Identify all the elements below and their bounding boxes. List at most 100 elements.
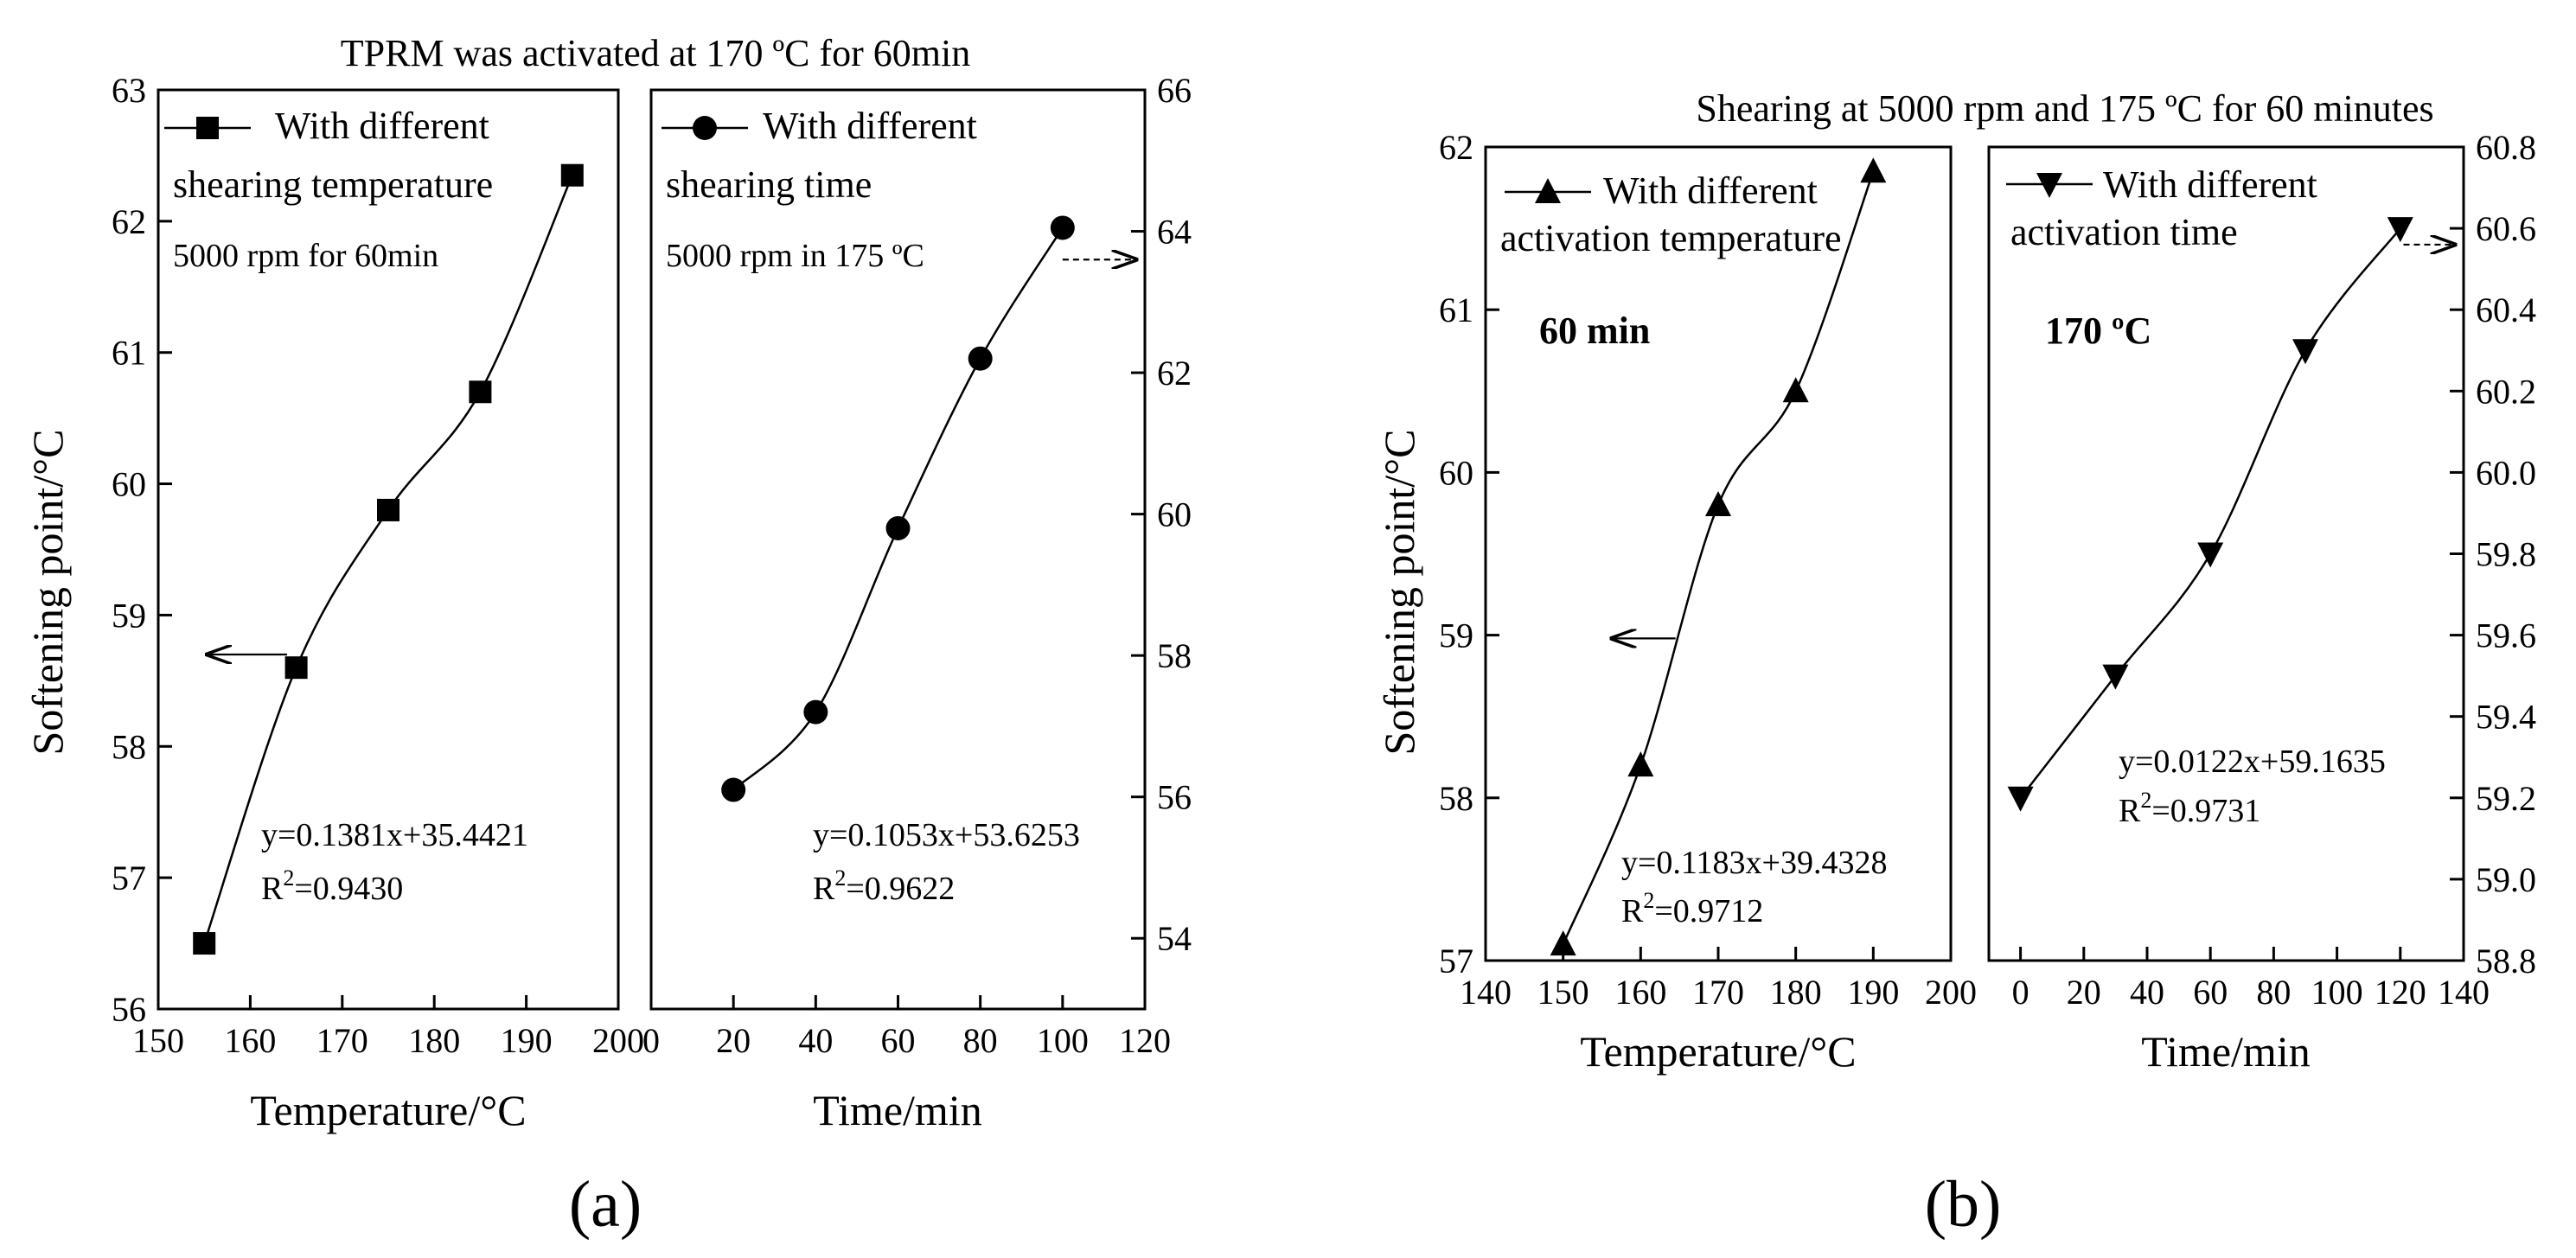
y-tick-label: 60.4 [2476,291,2536,329]
plot-frame [1484,145,1953,962]
r-squared-exponent: 2 [1643,888,1654,913]
y-tick-label: 59.4 [2476,698,2536,737]
data-point [968,346,993,371]
y-tick-label: 60 [1439,453,1473,492]
data-point [1705,491,1731,517]
y-tick-label: 56 [1157,778,1192,817]
data-point [560,163,584,187]
r-squared: R2=0.9712 [1621,888,1763,929]
data-point [2102,664,2129,690]
x-tick-label: 60 [881,1021,916,1060]
legend-line-2: activation time [2010,211,2238,253]
condition-label: 60 min [1539,310,1650,352]
y-tick-label: 58 [1439,779,1473,818]
y-tick-label: 60 [1157,495,1192,534]
y-tick-label: 62 [1157,354,1192,393]
r-squared-symbol: R [261,871,284,907]
data-point [2197,542,2224,568]
data-point [469,380,492,404]
data-point [2007,786,2034,812]
fit-equation: y=0.1183x+39.4328 [1621,845,1887,881]
r-squared-symbol: R [1621,893,1644,929]
y-tick-label: 66 [1157,71,1192,110]
x-tick-label: 180 [408,1021,460,1060]
legend-line-1: With different [763,105,977,147]
y-tick-label: 59 [1439,616,1473,655]
x-tick-label: 120 [1119,1021,1171,1060]
y-tick-label: 62 [112,202,146,241]
r-squared: R2=0.9622 [813,865,955,907]
y-tick-label: 57 [112,859,146,897]
x-tick-label: 60 [2193,973,2228,1012]
y-tick-label: 61 [1439,291,1473,329]
panel-a-label: (a) [569,1168,642,1241]
x-tick-label: 160 [224,1021,276,1060]
y-tick-label: 62 [1439,128,1473,167]
x-tick-label: 160 [1614,973,1666,1012]
y-tick-label: 56 [112,990,146,1029]
legend-line-2: activation temperature [1500,217,1842,259]
x-tick-label: 140 [1460,973,1512,1012]
fit-equation: y=0.1053x+53.6253 [813,817,1080,853]
legend-marker [1535,178,1561,203]
data-point [284,656,308,680]
panel-a-title: TPRM was activated at 170 ºC for 60min [341,32,971,74]
x-tick-label: 80 [2256,973,2291,1012]
x-tick-label: 200 [1925,973,1977,1012]
subplot-shearing-time: 0 20 40 60 80 100 120 54 56 58 60 62 64 66 With diffe… [642,71,1192,1134]
legend-line-2: shearing time [666,163,872,206]
panel-b-ylabel: Softening point/°C [1375,430,1423,756]
x-tick-label: 80 [963,1021,998,1060]
data-point [721,777,746,802]
plot-frame [1987,145,2465,962]
y-tick-label: 59.8 [2476,535,2536,574]
y-tick-label: 60.6 [2476,209,2536,248]
x-axis-label: Temperature/°C [1580,1027,1856,1076]
x-tick-label: 20 [2067,973,2101,1012]
data-point [2292,339,2318,365]
data-point [1050,215,1075,240]
y-tick-label: 60.0 [2476,453,2536,492]
data-point [1860,157,1887,183]
panel-b-title: Shearing at 5000 rpm and 175 ºC for 60 m… [1696,87,2433,130]
y-tick-label: 59.2 [2476,779,2536,818]
y-tick-label: 63 [112,71,146,110]
r-squared-symbol: R [813,871,835,907]
x-tick-label: 40 [798,1021,833,1060]
panel-a-ylabel: Softening point/°C [23,430,72,756]
x-tick-label: 190 [1847,973,1899,1012]
x-tick-label: 40 [2130,973,2164,1012]
x-tick-label: 170 [316,1021,368,1060]
legend-marker [693,116,717,140]
condition-label: 170 ºC [2045,310,2151,352]
r-squared-value: =0.9430 [294,871,403,907]
data-point [1627,751,1654,777]
x-tick-label: 100 [2311,973,2363,1012]
y-tick-label: 59.0 [2476,860,2536,899]
x-tick-label: 190 [501,1021,553,1060]
x-axis-label: Time/min [813,1086,981,1134]
x-tick-label: 100 [1037,1021,1089,1060]
data-point [885,515,911,540]
r-squared-exponent: 2 [834,865,846,891]
x-tick-label: 140 [2438,973,2490,1012]
x-tick-label: 180 [1770,973,1822,1012]
legend-line-2: shearing temperature [173,163,493,206]
fit-curve [1562,170,1875,945]
panel-b-label: (b) [1925,1168,2002,1241]
r-squared-exponent: 2 [283,865,294,891]
data-point [2387,217,2413,243]
legend-line-1: With different [275,105,489,147]
x-axis-label: Time/min [2141,1027,2310,1076]
data-point [803,699,828,725]
r-squared-exponent: 2 [2140,788,2151,813]
y-tick-label: 60.2 [2476,372,2536,411]
y-tick-label: 57 [1439,942,1473,980]
x-axis-label: Temperature/°C [250,1086,526,1134]
x-tick-label: 200 [592,1021,644,1060]
x-tick-label: 20 [716,1021,751,1060]
y-tick-label: 58 [112,727,146,766]
condition-label: 5000 rpm for 60min [173,238,438,274]
subplot-activation-temperature: 140 150 160 170 180 190 200 57 58 59 60 61 62 With d… [1439,128,1977,1076]
x-tick-label: 0 [2012,973,2029,1012]
